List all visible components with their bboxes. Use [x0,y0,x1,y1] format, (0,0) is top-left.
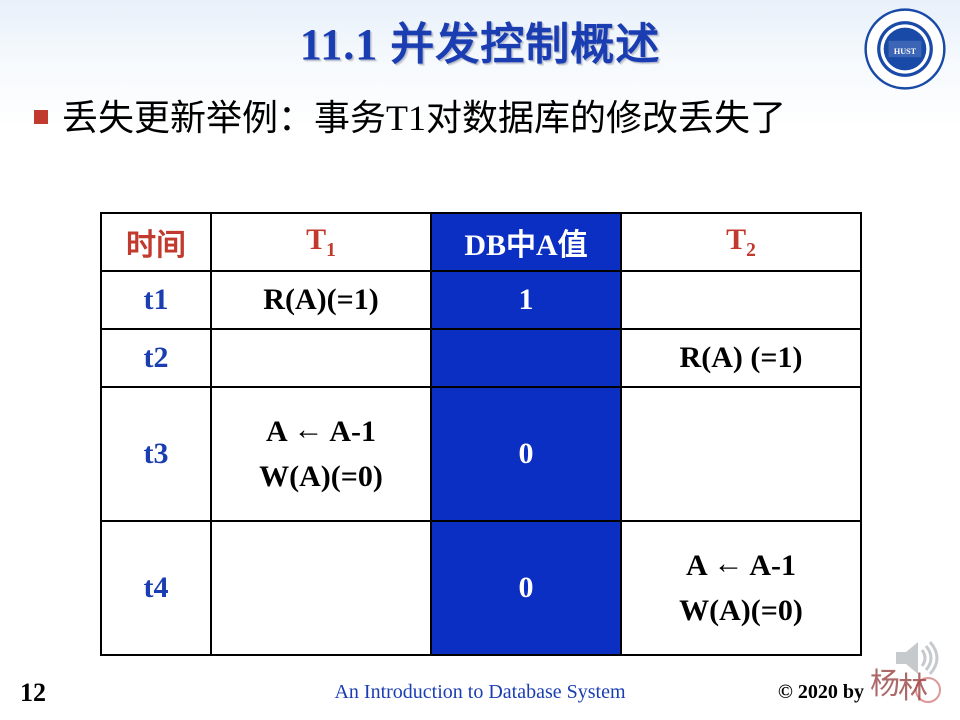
university-logo: HUST [864,8,946,90]
lost-update-table: 时间 T1 DB中A值 T2 t1 R(A)(=1) 1 t2 R(A) (= [100,212,860,656]
bullet-square-icon [34,110,48,124]
cell-t2 [621,271,861,329]
header-time: 时间 [101,213,211,271]
cell-time: t2 [101,329,211,387]
table: 时间 T1 DB中A值 T2 t1 R(A)(=1) 1 t2 R(A) (= [100,212,862,656]
cell-db: 1 [431,271,621,329]
table-row: t3 A ← A-1 W(A)(=0) 0 [101,387,861,521]
cell-db [431,329,621,387]
header-t2-sub: 2 [746,240,756,261]
cell-time: t3 [101,387,211,521]
cell-t1-line2: W(A)(=0) [259,460,383,493]
bullet-text: 丢失更新举例：事务T1对数据库的修改丢失了 [62,94,786,143]
cell-t2-line2: W(A)(=0) [679,594,803,627]
footer-copyright: © 2020 by [778,681,864,704]
slide-title: 11.1 并发控制概述 [0,8,960,72]
cell-t1-line1: A ← A-1 [266,415,376,448]
cell-t2-line1: A ← A-1 [686,549,796,582]
header-t1: T1 [211,213,431,271]
cell-time: t1 [101,271,211,329]
header-t2-text: T [726,223,746,256]
cell-t1 [211,521,431,655]
header-t2: T2 [621,213,861,271]
footer: 12 An Introduction to Database System © … [0,676,960,712]
cell-db: 0 [431,387,621,521]
table-header-row: 时间 T1 DB中A值 T2 [101,213,861,271]
cell-t2: R(A) (=1) [621,329,861,387]
header-db: DB中A值 [431,213,621,271]
slide: 11.1 并发控制概述 HUST 丢失更新举例：事务T1对数据库的修改丢失了 时… [0,0,960,720]
header-t1-text: T [306,223,326,256]
table-row: t2 R(A) (=1) [101,329,861,387]
table-row: t1 R(A)(=1) 1 [101,271,861,329]
author-signature: 杨 林 [868,660,952,710]
cell-t2 [621,387,861,521]
svg-text:HUST: HUST [894,47,917,56]
table-row: t4 0 A ← A-1 W(A)(=0) [101,521,861,655]
cell-t1: A ← A-1 W(A)(=0) [211,387,431,521]
cell-t2: A ← A-1 W(A)(=0) [621,521,861,655]
svg-text:杨: 杨 [870,668,900,701]
cell-t1: R(A)(=1) [211,271,431,329]
bullet-row: 丢失更新举例：事务T1对数据库的修改丢失了 [34,94,940,143]
header-t1-sub: 1 [326,240,336,261]
cell-t1 [211,329,431,387]
cell-db: 0 [431,521,621,655]
cell-time: t4 [101,521,211,655]
